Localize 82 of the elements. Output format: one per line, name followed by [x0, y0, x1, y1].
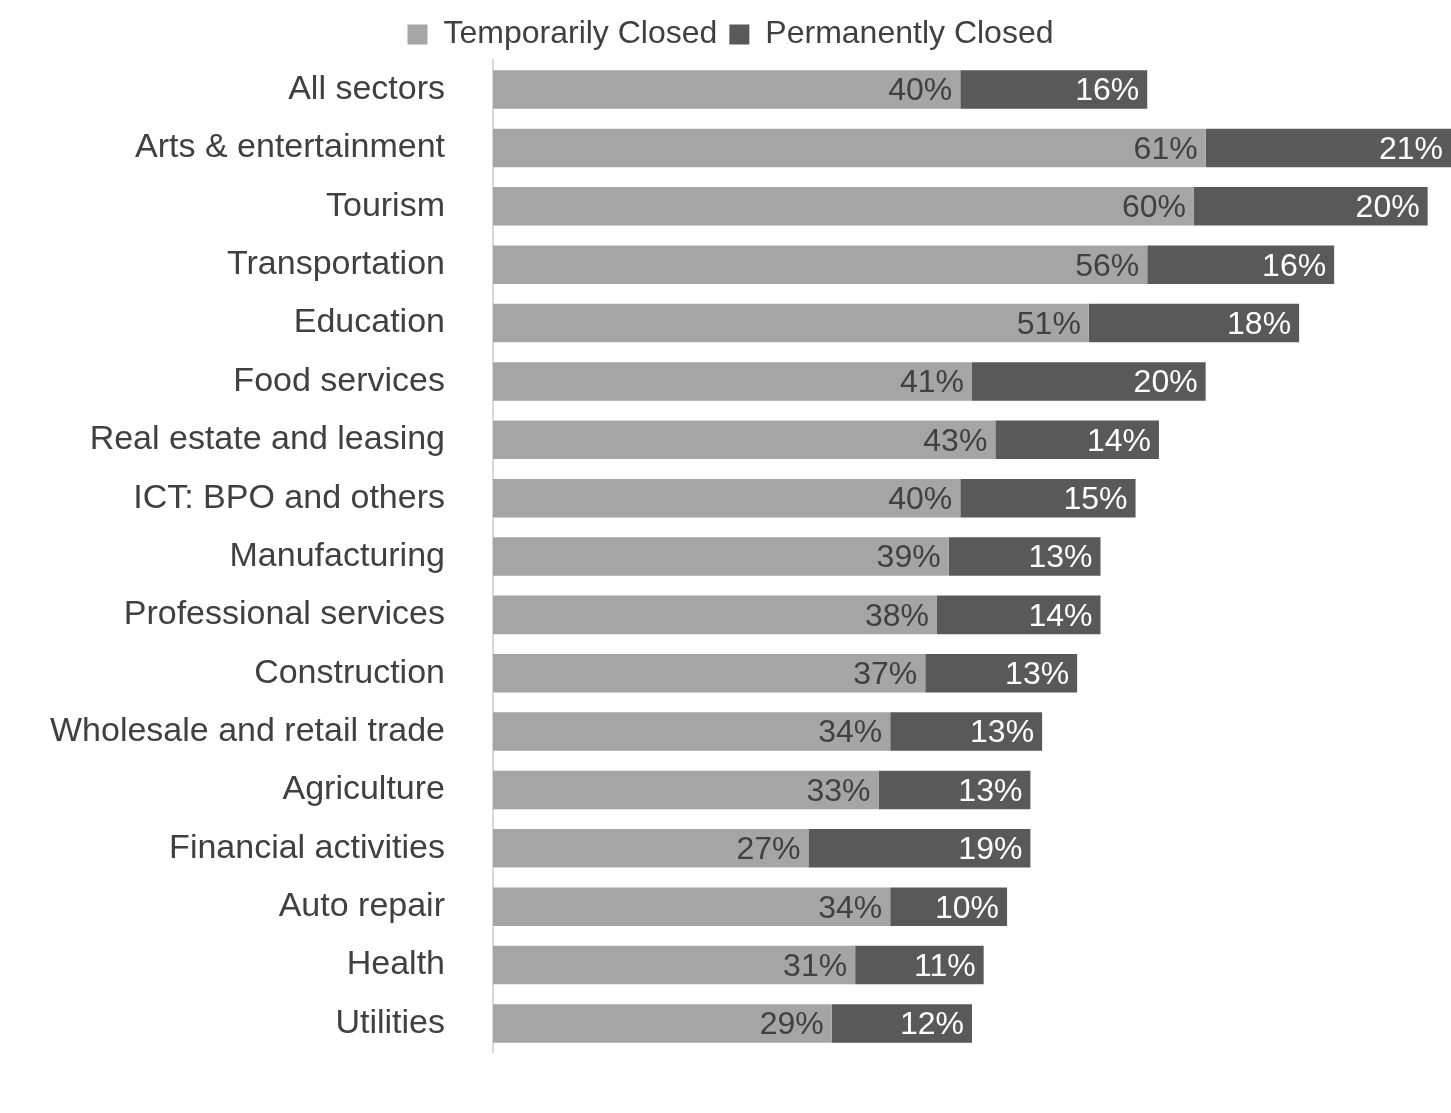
- data-label: 20%: [1355, 188, 1420, 225]
- bar: [493, 70, 961, 109]
- bar: [1205, 128, 1451, 168]
- bar: [890, 712, 1043, 751]
- y-tick-label: Health: [346, 943, 445, 982]
- bar: [493, 362, 972, 401]
- y-tick-label: All sectors: [288, 67, 445, 106]
- y-tick-label: Financial activities: [169, 826, 445, 865]
- bar: [1088, 303, 1300, 343]
- data-label: 40%: [888, 71, 953, 108]
- y-tick-label: Real estate and leasing: [89, 418, 445, 457]
- data-label: 16%: [1075, 71, 1140, 108]
- y-tick-label: Tourism: [325, 184, 445, 223]
- data-label: 34%: [818, 713, 883, 750]
- data-label: 43%: [923, 421, 988, 458]
- bar: [493, 945, 856, 985]
- data-label: 27%: [736, 830, 801, 867]
- data-label: 16%: [1262, 246, 1327, 283]
- data-label: 11%: [914, 946, 976, 983]
- y-tick-label: Utilities: [335, 1001, 445, 1040]
- data-label: 33%: [806, 771, 871, 808]
- y-tick-label: Agriculture: [282, 768, 445, 807]
- bar: [493, 537, 949, 576]
- legend-label: Temporarily Closed: [443, 14, 718, 51]
- data-label: 20%: [1133, 363, 1198, 400]
- bar: [493, 829, 809, 868]
- bar: [493, 187, 1194, 226]
- y-tick-label: Auto repair: [278, 885, 445, 924]
- data-label: 51%: [1016, 304, 1081, 341]
- bar: [493, 653, 926, 693]
- bar: [995, 420, 1159, 460]
- bar: [493, 887, 891, 926]
- data-label: 31%: [783, 946, 848, 983]
- bar: [493, 420, 996, 460]
- data-label: 60%: [1121, 188, 1186, 225]
- data-label: 61%: [1133, 129, 1198, 166]
- bar: [960, 70, 1148, 109]
- data-label: 18%: [1227, 304, 1292, 341]
- data-label: 41%: [899, 363, 964, 400]
- y-tick-label: Professional services: [123, 593, 445, 632]
- bar: [493, 712, 891, 751]
- y-tick-label: Education: [293, 301, 445, 340]
- legend-label: Permanently Closed: [765, 14, 1054, 51]
- y-tick-label: Arts & entertainment: [135, 126, 446, 165]
- y-tick-label: Transportation: [227, 243, 445, 282]
- y-tick-label: Construction: [254, 651, 445, 690]
- data-label: 13%: [1005, 655, 1070, 692]
- data-label: 21%: [1378, 129, 1443, 166]
- data-label: 29%: [759, 1005, 824, 1042]
- data-label: 13%: [970, 713, 1035, 750]
- data-label: 19%: [958, 830, 1023, 867]
- data-label: 37%: [853, 655, 918, 692]
- bar: [493, 303, 1089, 343]
- data-label: 56%: [1075, 246, 1140, 283]
- data-label: 40%: [888, 479, 953, 516]
- y-tick-label: Manufacturing: [229, 534, 445, 573]
- bar: [493, 128, 1206, 168]
- data-label: 39%: [876, 538, 941, 575]
- bar: [493, 478, 961, 518]
- data-label: 15%: [1063, 479, 1128, 516]
- bar: [948, 537, 1101, 576]
- y-tick-label: Wholesale and retail trade: [49, 709, 445, 748]
- bar: [1147, 245, 1335, 284]
- bar: [831, 1004, 972, 1043]
- y-tick-label: Food services: [233, 359, 445, 398]
- bar: [493, 245, 1148, 284]
- data-label: 14%: [1028, 596, 1093, 633]
- bar: [960, 478, 1136, 518]
- data-label: 10%: [935, 888, 1000, 925]
- bar: [493, 1004, 832, 1043]
- data-label: 38%: [864, 596, 929, 633]
- data-label: 13%: [958, 771, 1023, 808]
- data-label: 12%: [899, 1005, 964, 1042]
- bar: [972, 362, 1206, 401]
- bar: [493, 770, 879, 810]
- y-tick-label: ICT: BPO and others: [133, 476, 445, 515]
- bar: [1193, 187, 1428, 226]
- bar: [808, 829, 1031, 868]
- bar: [493, 595, 937, 635]
- data-label: 14%: [1086, 421, 1151, 458]
- data-label: 13%: [1028, 538, 1093, 575]
- data-label: 34%: [818, 888, 883, 925]
